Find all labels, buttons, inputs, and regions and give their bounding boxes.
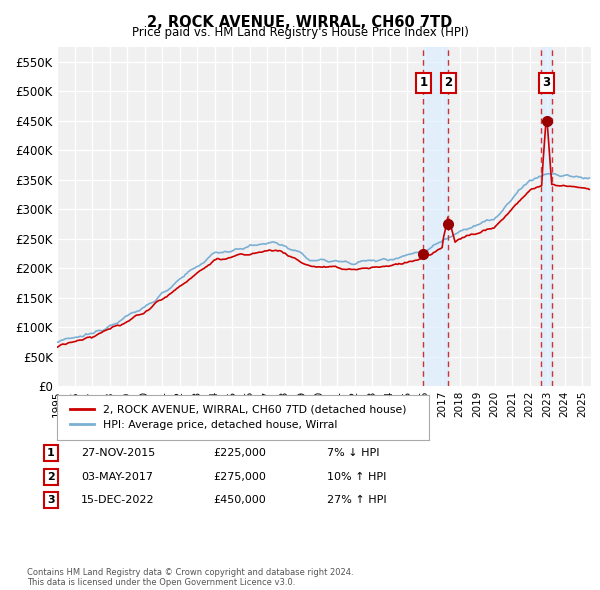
Text: £225,000: £225,000 [213,448,266,458]
Text: 10% ↑ HPI: 10% ↑ HPI [327,472,386,481]
Text: 1: 1 [419,76,427,89]
Bar [541,47,553,386]
Text: 15-DEC-2022: 15-DEC-2022 [81,496,155,505]
Text: 27-NOV-2015: 27-NOV-2015 [81,448,155,458]
Text: £275,000: £275,000 [213,472,266,481]
Text: 3: 3 [542,76,551,89]
Text: 03-MAY-2017: 03-MAY-2017 [81,472,153,481]
Text: 2: 2 [47,472,55,481]
Text: 2, ROCK AVENUE, WIRRAL, CH60 7TD: 2, ROCK AVENUE, WIRRAL, CH60 7TD [148,15,452,30]
Text: £450,000: £450,000 [213,496,266,505]
Text: 3: 3 [47,496,55,505]
Text: Price paid vs. HM Land Registry's House Price Index (HPI): Price paid vs. HM Land Registry's House … [131,26,469,39]
Text: 7% ↓ HPI: 7% ↓ HPI [327,448,380,458]
Text: 2: 2 [444,76,452,89]
Text: Contains HM Land Registry data © Crown copyright and database right 2024.
This d: Contains HM Land Registry data © Crown c… [27,568,353,587]
Legend: 2, ROCK AVENUE, WIRRAL, CH60 7TD (detached house), HPI: Average price, detached : 2, ROCK AVENUE, WIRRAL, CH60 7TD (detach… [66,401,411,434]
Text: 27% ↑ HPI: 27% ↑ HPI [327,496,386,505]
Bar [423,47,448,386]
Text: 1: 1 [47,448,55,458]
